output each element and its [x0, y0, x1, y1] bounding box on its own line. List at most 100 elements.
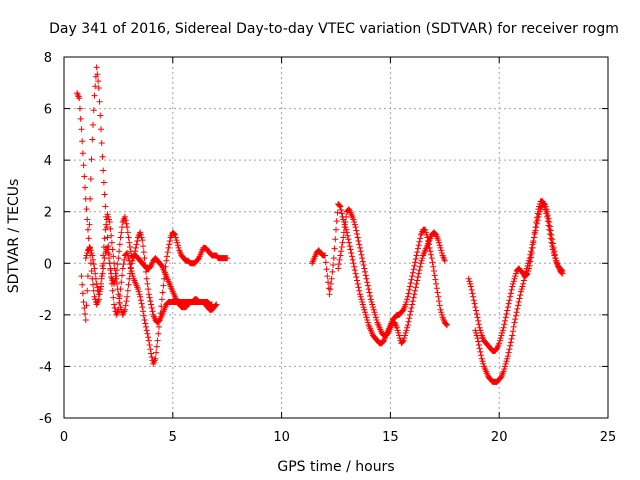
data-point — [369, 304, 376, 311]
data-point — [104, 211, 111, 218]
data-point — [402, 329, 409, 336]
data-point — [384, 330, 391, 337]
data-point — [533, 220, 540, 227]
data-point — [527, 251, 534, 258]
data-point — [80, 298, 87, 305]
data-point — [432, 231, 439, 238]
data-point — [352, 224, 359, 231]
data-point — [435, 239, 442, 246]
data-point — [84, 287, 91, 294]
data-point — [127, 270, 134, 277]
axis-ticks: 0 5 10 15 20 25 -6 -4 -2 0 2 4 6 8 — [39, 51, 616, 445]
data-point — [416, 238, 423, 245]
data-point — [335, 265, 342, 272]
data-point — [504, 304, 511, 311]
data-point — [118, 279, 125, 286]
data-point — [427, 248, 434, 255]
data-point — [412, 284, 419, 291]
data-point — [156, 317, 163, 324]
data-point — [437, 244, 444, 251]
data-point — [125, 234, 132, 241]
data-point — [545, 215, 552, 222]
data-point — [502, 360, 509, 367]
data-point — [360, 304, 367, 311]
data-point — [147, 298, 154, 305]
data-point — [358, 296, 365, 303]
data-point — [337, 252, 344, 259]
data-point — [504, 353, 511, 360]
data-point — [422, 229, 429, 236]
data-point — [518, 286, 525, 293]
data-point — [493, 346, 500, 353]
data-point — [350, 260, 357, 267]
data-point — [100, 243, 107, 250]
data-point — [475, 321, 482, 328]
data-point — [412, 255, 419, 262]
data-point — [82, 184, 89, 191]
data-point — [344, 232, 351, 239]
data-point — [523, 268, 530, 275]
data-point — [545, 222, 552, 229]
data-point — [137, 231, 144, 238]
data-point — [505, 349, 512, 356]
data-point — [91, 265, 98, 272]
data-point — [107, 225, 114, 232]
data-point — [400, 337, 407, 344]
data-point — [476, 324, 483, 331]
data-point — [175, 244, 182, 251]
data-point — [138, 234, 145, 241]
data-point — [405, 318, 412, 325]
data-point — [336, 256, 343, 263]
data-point — [357, 293, 364, 300]
data-point — [97, 126, 104, 133]
data-point — [519, 283, 526, 290]
data-point — [507, 342, 514, 349]
data-point — [480, 360, 487, 367]
data-point — [87, 195, 94, 202]
data-point — [404, 322, 411, 329]
data-point — [443, 321, 450, 328]
data-point — [87, 247, 94, 254]
data-point — [83, 206, 90, 213]
data-point — [472, 329, 479, 336]
series-tracks-d — [309, 200, 450, 347]
data-point — [111, 301, 118, 308]
data-point — [82, 255, 89, 262]
data-point — [503, 358, 510, 365]
data-point — [136, 291, 143, 298]
data-point — [393, 324, 400, 331]
data-point — [212, 302, 219, 309]
data-point — [477, 327, 484, 334]
data-point — [141, 317, 148, 324]
data-point — [410, 294, 417, 301]
data-point — [95, 84, 102, 91]
data-point — [511, 275, 518, 282]
data-point — [326, 291, 333, 298]
data-point — [406, 315, 413, 322]
data-point — [325, 285, 332, 292]
data-point — [96, 288, 103, 295]
data-point — [87, 260, 94, 267]
data-point — [418, 257, 425, 264]
data-point — [497, 335, 504, 342]
data-point — [79, 290, 86, 297]
data-point — [334, 209, 341, 216]
data-point — [346, 239, 353, 246]
data-point — [163, 257, 170, 264]
data-point — [103, 221, 110, 228]
data-point — [78, 126, 85, 133]
data-point — [129, 273, 136, 280]
data-point — [533, 224, 540, 231]
data-point — [92, 73, 99, 80]
data-point — [468, 286, 475, 293]
data-point — [76, 105, 83, 112]
data-point — [353, 274, 360, 281]
data-point — [124, 249, 131, 256]
data-point — [403, 298, 410, 305]
data-point — [143, 275, 150, 282]
data-point — [172, 234, 179, 241]
data-point — [114, 261, 121, 268]
data-point — [399, 338, 406, 345]
data-point — [361, 306, 368, 313]
data-point — [370, 306, 377, 313]
